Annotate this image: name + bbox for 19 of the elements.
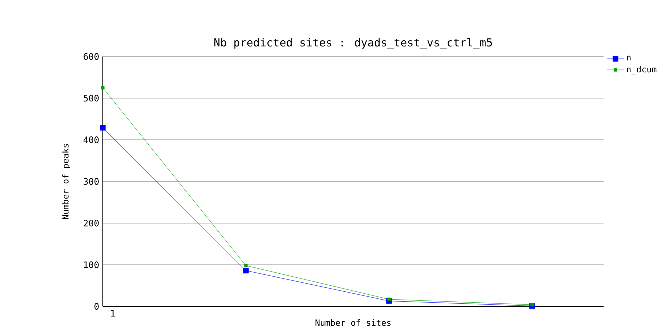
legend-label: n_dcum <box>627 66 657 74</box>
point <box>243 268 249 274</box>
legend-label: n <box>627 56 631 60</box>
y-axis-title: Number of peaks <box>62 144 70 220</box>
y-tick-label: 200 <box>84 220 99 227</box>
chart-title: Nb predicted sites : dyads_test_vs_ctrl_m5 <box>214 38 492 50</box>
y-tick-label: 400 <box>84 136 99 144</box>
y-tick-label: 500 <box>84 94 99 102</box>
y-tick-label: 0 <box>94 303 99 310</box>
point <box>244 264 248 268</box>
y-tick-label: 600 <box>84 53 99 60</box>
point <box>388 298 391 302</box>
y-tick-label: 100 <box>84 261 99 268</box>
x-axis-title: Number of sites <box>316 319 391 326</box>
point <box>101 86 105 90</box>
x-tick-label: 1 <box>111 310 116 316</box>
point <box>100 124 106 131</box>
y-tick-label: 300 <box>84 178 99 185</box>
point <box>530 303 534 306</box>
